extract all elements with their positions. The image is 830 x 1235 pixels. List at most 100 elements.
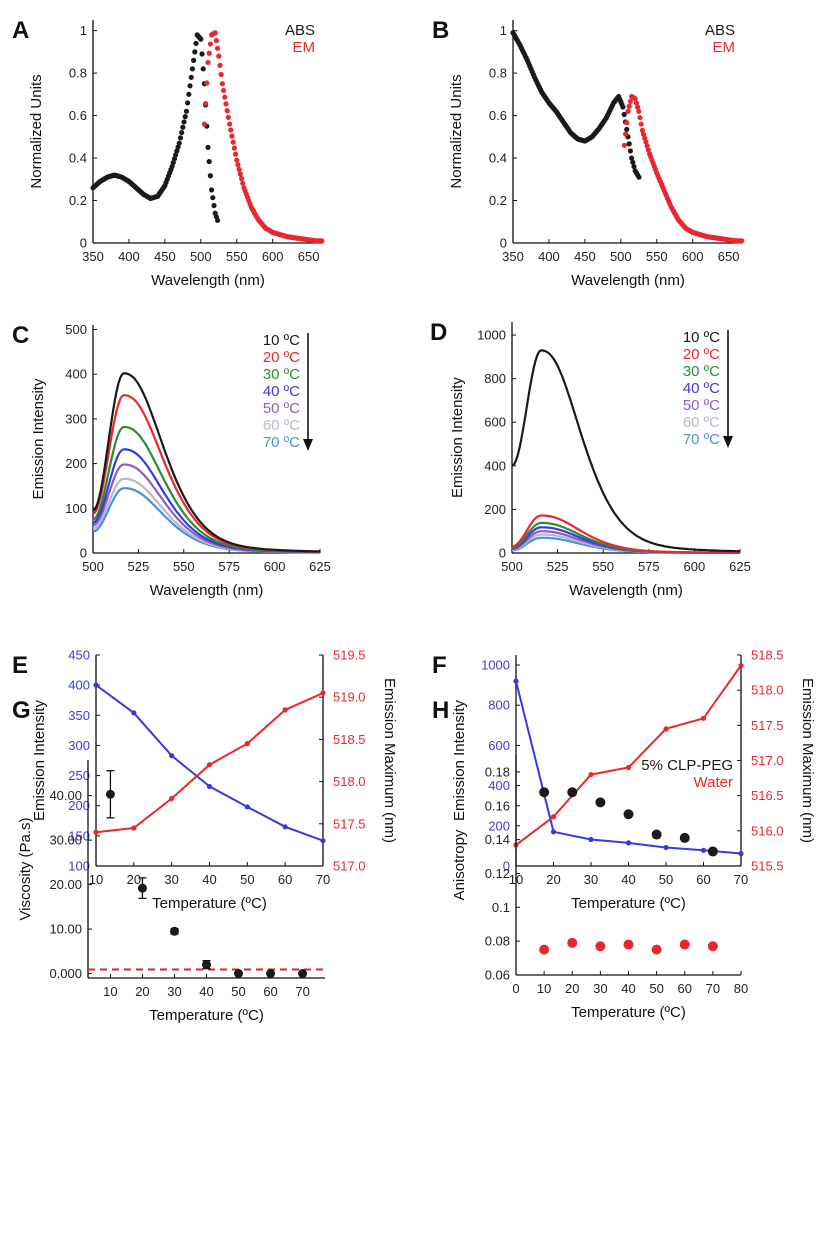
data-point-em xyxy=(319,238,325,244)
data-point-water xyxy=(567,937,578,948)
data-point-em xyxy=(212,30,218,36)
y-tick-label: 0 xyxy=(503,859,510,874)
y-tick-label: 0.12 xyxy=(485,866,510,881)
y-tick-label: 1 xyxy=(500,23,507,38)
legend-entry: EM xyxy=(293,39,316,56)
x-tick-label: 10 xyxy=(103,984,117,999)
data-point-abs xyxy=(631,163,637,170)
data-point-abs xyxy=(186,91,192,97)
data-point-em xyxy=(222,94,228,100)
data-point-clppeg xyxy=(539,787,550,798)
panel-letter: G xyxy=(12,697,31,724)
data-point-left xyxy=(550,829,557,835)
y-axis-label: Emission Intensity xyxy=(30,378,47,499)
data-point-em xyxy=(232,151,239,157)
data-point-em xyxy=(235,162,241,168)
data-point-em xyxy=(230,139,236,145)
panel-b: B 350 400 450 500 550 600 650 0 0.2 0.4 0.6 0.8 1 Wave… xyxy=(432,17,745,289)
data-point-left xyxy=(93,682,99,688)
legend-entry: 50 ºC xyxy=(263,400,300,417)
data-point xyxy=(266,969,276,979)
data-point-abs xyxy=(193,40,199,46)
data-point-abs xyxy=(210,195,216,201)
data-point-em xyxy=(229,133,235,139)
y-tick-label: 20.00 xyxy=(49,877,82,892)
x-tick-label: 30 xyxy=(584,872,598,887)
y-tick-label: 0.8 xyxy=(69,66,87,81)
data-point-right xyxy=(93,829,99,835)
data-point-abs xyxy=(630,159,636,165)
y-tick-label: 800 xyxy=(488,698,510,713)
data-point-abs xyxy=(620,104,626,110)
series-line-10ºC xyxy=(92,372,320,553)
legend-entry: 20 ºC xyxy=(263,349,300,366)
y-right-tick-label: 518.5 xyxy=(751,648,784,663)
panel-letter: C xyxy=(12,322,29,349)
y-tick-label: 350 xyxy=(68,708,90,723)
data-point-abs xyxy=(626,141,632,147)
x-tick-label: 625 xyxy=(729,559,751,574)
x-tick-label: 500 xyxy=(501,559,523,574)
data-point-em xyxy=(231,145,237,151)
y-axis-label: Emission Intensity xyxy=(451,700,468,821)
x-tick-label: 20 xyxy=(546,872,560,887)
data-point-left xyxy=(244,804,250,810)
y-tick-label: 0.16 xyxy=(485,798,510,813)
y-tick-label: 300 xyxy=(68,738,90,753)
x-tick-label: 550 xyxy=(173,559,195,574)
x-tick-label: 575 xyxy=(638,559,660,574)
data-point-em xyxy=(739,238,745,244)
x-tick-label: 20 xyxy=(127,872,141,887)
data-point-em xyxy=(206,50,212,56)
x-tick-label: 650 xyxy=(718,249,740,264)
data-point xyxy=(202,960,211,970)
y-tick-label: 0 xyxy=(500,236,507,251)
y-tick-label: 0.06 xyxy=(485,968,510,983)
data-point-em xyxy=(220,87,227,94)
panel-a: A 350 400 450 500 550 600 650 0 0.2 0.4 0.6 0.8 1 Wave… xyxy=(12,17,325,289)
y-tick-label: 0.4 xyxy=(489,151,507,166)
x-tick-label: 80 xyxy=(734,981,748,996)
data-point-em xyxy=(623,131,629,137)
x-axis-label: Temperature (ºC) xyxy=(149,1007,264,1024)
data-point-water xyxy=(623,939,634,950)
y-tick-label: 1000 xyxy=(477,328,506,343)
data-point-em xyxy=(634,104,641,110)
data-point-water xyxy=(707,941,718,952)
panel-c: C 500 525 550 575 600 625 0 100 200 300 400 500 Wavel… xyxy=(12,322,331,599)
data-point-abs xyxy=(192,49,198,55)
y-tick-label: 0.6 xyxy=(489,108,507,123)
x-tick-label: 40 xyxy=(199,984,213,999)
data-point-em xyxy=(203,100,209,107)
panel-e: E 10 20 30 40 50 60 70 100 150 200 250 300 350 400 450 5… xyxy=(12,648,398,913)
data-point-left xyxy=(738,850,744,857)
y-tick-label: 150 xyxy=(68,828,90,843)
data-point-left xyxy=(206,783,213,790)
x-tick-label: 60 xyxy=(678,981,692,996)
panel-f: F10 20 30 40 50 60 7002004006008001000515.5516… xyxy=(432,648,816,913)
data-point-em xyxy=(627,98,633,105)
data-point-right xyxy=(550,814,557,820)
y-tick-label: 800 xyxy=(484,371,506,386)
legend-entry: 60 ºC xyxy=(263,417,300,434)
x-axis-label: Temperature (ºC) xyxy=(571,895,686,912)
y-tick-label: 0 xyxy=(80,236,87,251)
data-point-right xyxy=(244,741,250,747)
data-point-em xyxy=(237,171,243,177)
x-axis-label: Temperature (ºC) xyxy=(571,1004,686,1021)
series-line-20ºC xyxy=(511,514,740,554)
y-tick-label: 600 xyxy=(488,738,510,753)
x-axis-label: Wavelength (nm) xyxy=(150,582,264,599)
data-point-em xyxy=(632,95,638,102)
panel-letter: B xyxy=(432,17,449,44)
panel-d: D 500 525 550 575 600 625 0 200 400 600 800 1000 Wave… xyxy=(430,319,751,599)
data-point-em xyxy=(224,108,230,114)
data-point-right xyxy=(206,762,213,768)
data-point-abs xyxy=(180,124,186,130)
data-point-clppeg xyxy=(595,797,606,808)
y-right-tick-label: 517.5 xyxy=(751,718,784,733)
x-tick-label: 600 xyxy=(684,559,706,574)
data-point-clppeg xyxy=(651,829,662,840)
data-point-em xyxy=(219,81,225,87)
panel-letter: H xyxy=(432,697,449,724)
